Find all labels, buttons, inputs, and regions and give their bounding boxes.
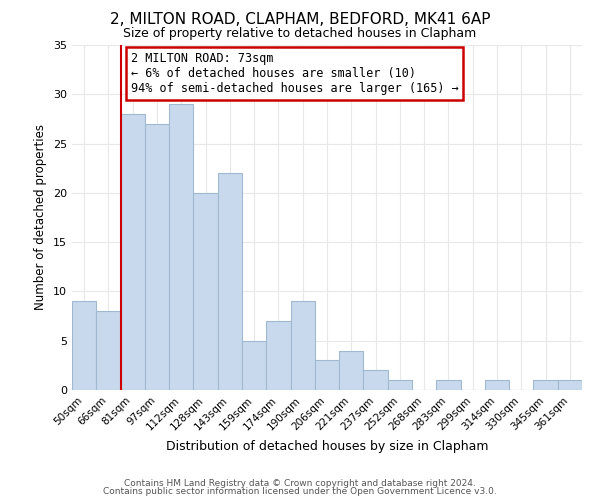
Bar (364, 370, 388, 390)
Text: 2 MILTON ROAD: 73sqm
← 6% of detached houses are smaller (10)
94% of semi-detach: 2 MILTON ROAD: 73sqm ← 6% of detached ho… (131, 52, 458, 95)
Text: Contains public sector information licensed under the Open Government Licence v3: Contains public sector information licen… (103, 487, 497, 496)
X-axis label: Distribution of detached houses by size in Clapham: Distribution of detached houses by size … (166, 440, 488, 453)
Bar (558, 380, 582, 390)
Bar (72, 302, 96, 390)
Bar (266, 321, 290, 390)
Bar (339, 350, 364, 390)
Bar (315, 360, 339, 390)
Y-axis label: Number of detached properties: Number of detached properties (34, 124, 47, 310)
Bar (218, 173, 242, 390)
Text: Contains HM Land Registry data © Crown copyright and database right 2024.: Contains HM Land Registry data © Crown c… (124, 478, 476, 488)
Bar (436, 380, 461, 390)
Bar (485, 380, 509, 390)
Bar (121, 114, 145, 390)
Bar (388, 380, 412, 390)
Bar (533, 380, 558, 390)
Bar (290, 302, 315, 390)
Text: 2, MILTON ROAD, CLAPHAM, BEDFORD, MK41 6AP: 2, MILTON ROAD, CLAPHAM, BEDFORD, MK41 6… (110, 12, 490, 28)
Bar (193, 193, 218, 390)
Bar (169, 104, 193, 390)
Bar (145, 124, 169, 390)
Bar (96, 311, 121, 390)
Bar (242, 340, 266, 390)
Text: Size of property relative to detached houses in Clapham: Size of property relative to detached ho… (124, 28, 476, 40)
